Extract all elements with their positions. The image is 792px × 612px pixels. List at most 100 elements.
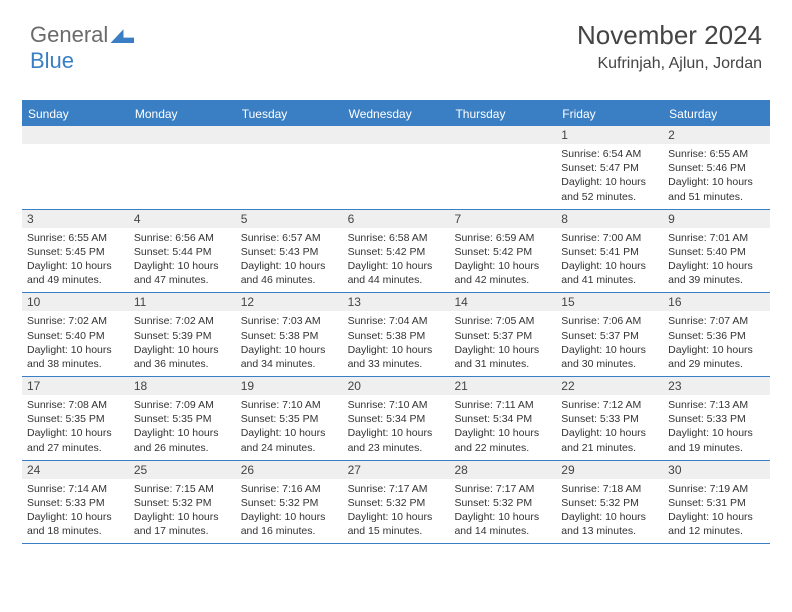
day-number: 9 [663,210,770,228]
day-number: 29 [556,461,663,479]
sunrise-text: Sunrise: 7:02 AM [134,314,231,328]
day-number: 1 [556,126,663,144]
daylight-text: Daylight: 10 hours and 19 minutes. [668,426,765,454]
sunrise-text: Sunrise: 7:05 AM [454,314,551,328]
sunrise-text: Sunrise: 7:04 AM [348,314,445,328]
day-cell: 11Sunrise: 7:02 AMSunset: 5:39 PMDayligh… [129,293,236,376]
daylight-text: Daylight: 10 hours and 18 minutes. [27,510,124,538]
week-row: 10 Sunrise: 7:02 AM Sunset: 5:40 PM Dayligh… [22,293,770,377]
sunset-text: Sunset: 5:42 PM [348,245,445,259]
day-cell [343,126,450,209]
day-info: Sunrise: 6:54 AMSunset: 5:47 PMDaylight:… [561,147,658,204]
sunset-text: Sunset: 5:40 PM [27,329,124,343]
day-info: Sunrise: 6:58 AMSunset: 5:42 PMDaylight:… [348,231,445,288]
dow-monday: Monday [129,102,236,126]
sunset-text: Sunset: 5:34 PM [348,412,445,426]
sunrise-text: Sunrise: 7:15 AM [134,482,231,496]
sunrise-text: Sunrise: 7:06 AM [561,314,658,328]
sunrise-text: Sunrise: 7:18 AM [561,482,658,496]
sunrise-text: Sunrise: 7:14 AM [27,482,124,496]
dow-sunday: Sunday [22,102,129,126]
day-info: Sunrise: 7:04 AMSunset: 5:38 PMDaylight:… [348,314,445,371]
day-info: Sunrise: 7:09 AMSunset: 5:35 PMDaylight:… [134,398,231,455]
day-info: Sunrise: 7:17 AMSunset: 5:32 PMDaylight:… [454,482,551,539]
day-number [236,126,343,144]
daylight-text: Daylight: 10 hours and 13 minutes. [561,510,658,538]
day-info: Sunrise: 6:55 AMSunset: 5:46 PMDaylight:… [668,147,765,204]
day-cell: 5 Sunrise: 6:57 AMSunset: 5:43 PMDaylight… [236,210,343,293]
day-number: 4 [129,210,236,228]
day-info: Sunrise: 7:15 AMSunset: 5:32 PMDaylight:… [134,482,231,539]
daylight-text: Daylight: 10 hours and 39 minutes. [668,259,765,287]
sunset-text: Sunset: 5:44 PM [134,245,231,259]
sunrise-text: Sunrise: 7:03 AM [241,314,338,328]
sunset-text: Sunset: 5:33 PM [668,412,765,426]
day-number: 16 [663,293,770,311]
sunset-text: Sunset: 5:32 PM [454,496,551,510]
daylight-text: Daylight: 10 hours and 21 minutes. [561,426,658,454]
daylight-text: Daylight: 10 hours and 33 minutes. [348,343,445,371]
daylight-text: Daylight: 10 hours and 16 minutes. [241,510,338,538]
day-number: 10 [22,293,129,311]
sunrise-text: Sunrise: 7:17 AM [348,482,445,496]
day-number: 17 [22,377,129,395]
sunset-text: Sunset: 5:43 PM [241,245,338,259]
day-cell [22,126,129,209]
day-number: 25 [129,461,236,479]
day-cell: 30Sunrise: 7:19 AMSunset: 5:31 PMDayligh… [663,461,770,544]
day-number: 28 [449,461,556,479]
sunset-text: Sunset: 5:31 PM [668,496,765,510]
day-cell: 21Sunrise: 7:11 AMSunset: 5:34 PMDayligh… [449,377,556,460]
sunrise-text: Sunrise: 7:09 AM [134,398,231,412]
day-info: Sunrise: 6:59 AMSunset: 5:42 PMDaylight:… [454,231,551,288]
day-info: Sunrise: 7:14 AMSunset: 5:33 PMDaylight:… [27,482,124,539]
day-number: 12 [236,293,343,311]
sunrise-text: Sunrise: 6:55 AM [668,147,765,161]
day-cell: 26Sunrise: 7:16 AMSunset: 5:32 PMDayligh… [236,461,343,544]
sunrise-text: Sunrise: 7:01 AM [668,231,765,245]
day-number: 5 [236,210,343,228]
day-number: 8 [556,210,663,228]
week-row: 3Sunrise: 6:55 AMSunset: 5:45 PMDaylight… [22,210,770,294]
sunset-text: Sunset: 5:37 PM [454,329,551,343]
dow-saturday: Saturday [663,102,770,126]
sunset-text: Sunset: 5:32 PM [348,496,445,510]
sunset-text: Sunset: 5:47 PM [561,161,658,175]
sunrise-text: Sunrise: 7:16 AM [241,482,338,496]
sunrise-text: Sunrise: 7:17 AM [454,482,551,496]
day-info: Sunrise: 7:10 AMSunset: 5:34 PMDaylight:… [348,398,445,455]
daylight-text: Daylight: 10 hours and 30 minutes. [561,343,658,371]
day-cell: 1 Sunrise: 6:54 AMSunset: 5:47 PMDaylight… [556,126,663,209]
sunset-text: Sunset: 5:36 PM [668,329,765,343]
day-number: 11 [129,293,236,311]
daylight-text: Daylight: 10 hours and 34 minutes. [241,343,338,371]
sunrise-text: Sunrise: 6:56 AM [134,231,231,245]
location-label: Kufrinjah, Ajlun, Jordan [577,55,762,73]
sunset-text: Sunset: 5:32 PM [561,496,658,510]
day-info: Sunrise: 7:12 AMSunset: 5:33 PMDaylight:… [561,398,658,455]
sunset-text: Sunset: 5:45 PM [27,245,124,259]
logo: General Blue [30,22,134,74]
sunrise-text: Sunrise: 6:54 AM [561,147,658,161]
sunrise-text: Sunrise: 7:00 AM [561,231,658,245]
sunset-text: Sunset: 5:33 PM [561,412,658,426]
day-number: 24 [22,461,129,479]
sunrise-text: Sunrise: 6:57 AM [241,231,338,245]
day-cell: 4 Sunrise: 6:56 AMSunset: 5:44 PMDaylight… [129,210,236,293]
day-info: Sunrise: 7:17 AMSunset: 5:32 PMDaylight:… [348,482,445,539]
day-cell: 29 Sunrise: 7:18 AMSunset: 5:32 PMDayligh… [556,461,663,544]
daylight-text: Daylight: 10 hours and 31 minutes. [454,343,551,371]
day-info: Sunrise: 7:10 AMSunset: 5:35 PMDaylight:… [241,398,338,455]
sunset-text: Sunset: 5:38 PM [348,329,445,343]
day-info: Sunrise: 6:56 AMSunset: 5:44 PMDaylight:… [134,231,231,288]
sunset-text: Sunset: 5:41 PM [561,245,658,259]
day-info: Sunrise: 7:01 AMSunset: 5:40 PMDaylight:… [668,231,765,288]
sunset-text: Sunset: 5:40 PM [668,245,765,259]
day-info: Sunrise: 7:08 AMSunset: 5:35 PMDaylight:… [27,398,124,455]
day-info: Sunrise: 6:57 AMSunset: 5:43 PMDaylight:… [241,231,338,288]
day-number: 7 [449,210,556,228]
day-number [129,126,236,144]
daylight-text: Daylight: 10 hours and 44 minutes. [348,259,445,287]
day-cell: 13Sunrise: 7:04 AMSunset: 5:38 PMDayligh… [343,293,450,376]
dow-tuesday: Tuesday [236,102,343,126]
